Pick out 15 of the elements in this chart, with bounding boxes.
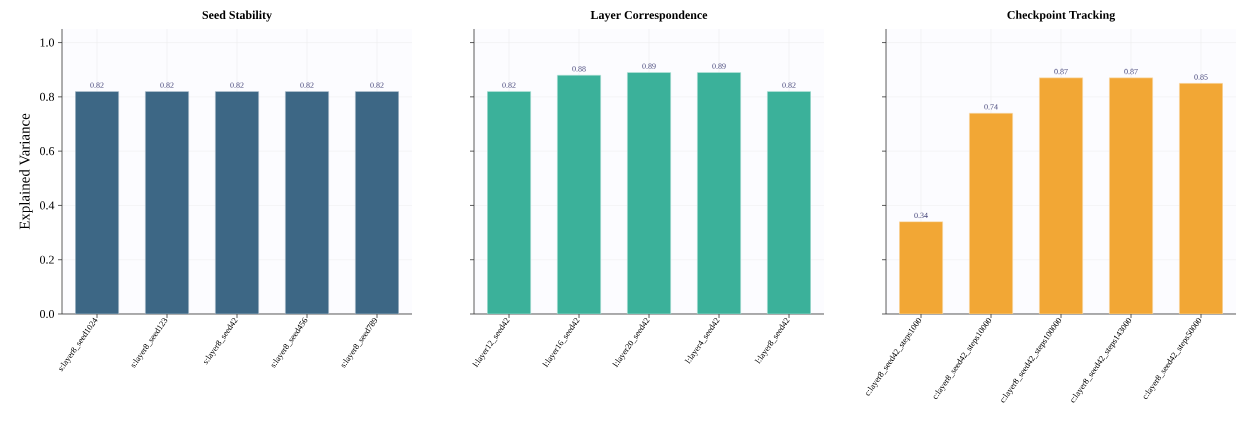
y-tick-label: 0.8 — [39, 92, 55, 101]
bar — [1039, 77, 1083, 314]
y-tick-label: 0.4 — [39, 201, 55, 210]
y-tick-label: 0.2 — [39, 255, 54, 264]
bar — [899, 221, 943, 314]
y-tick-label: 0.0 — [39, 309, 55, 319]
y-tick-label: 0.6 — [39, 147, 55, 156]
y-axis-title: Explained Variance — [19, 113, 33, 230]
bar — [969, 112, 1013, 314]
chart-title: Layer Correspondence — [590, 10, 708, 22]
y-tick-label: 1.0 — [40, 38, 55, 47]
chart-title: Seed Stability — [202, 10, 272, 22]
bar — [1179, 83, 1223, 314]
bar — [1109, 77, 1153, 314]
chart-title: Checkpoint Tracking — [1007, 10, 1116, 22]
